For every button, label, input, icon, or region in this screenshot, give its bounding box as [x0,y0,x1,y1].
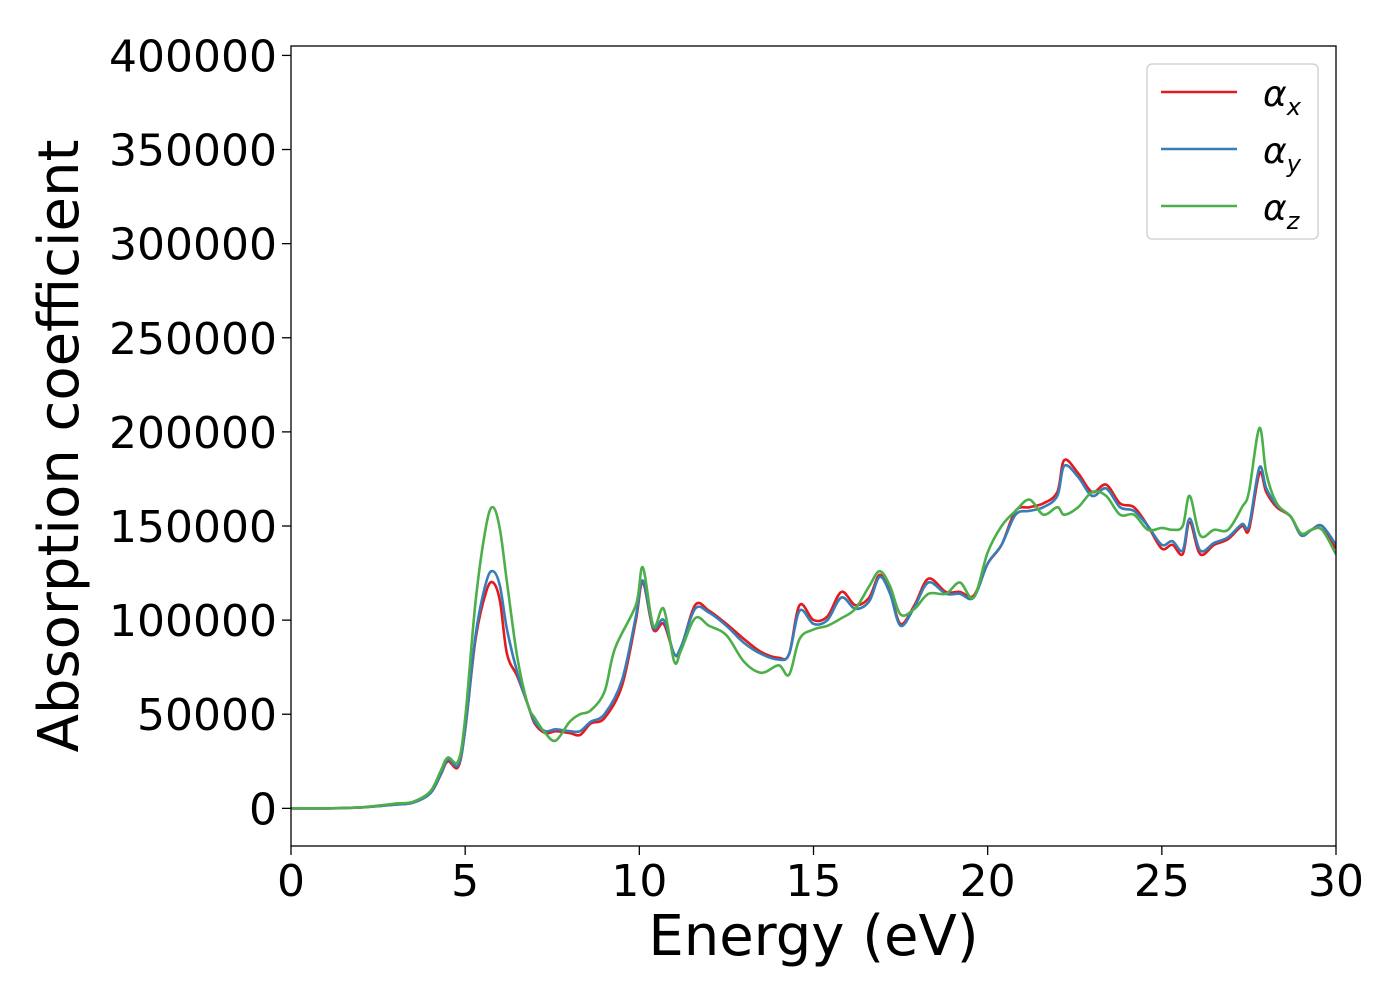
y-axis-ticks: 0 50000 100000 150000 200000 250000 300000 3500… [109,31,291,835]
x-tick-label: 20 [960,856,1016,907]
x-axis-ticks: 0 5 10 15 20 25 30 [277,846,1364,907]
y-tick-label: 50000 [137,690,277,741]
y-tick-label: 250000 [109,314,277,365]
x-axis-title: Energy (eV) [648,904,978,969]
legend-symbol: α [1263,74,1287,115]
x-tick-label: 25 [1134,856,1190,907]
legend-label-x: αx [1263,74,1302,121]
series-lines [291,426,1336,810]
y-tick-label: 400000 [109,31,277,82]
y-tick-label: 350000 [109,126,277,177]
x-tick-label: 5 [451,856,479,907]
y-tick-label: 150000 [109,502,277,553]
legend-box [1146,63,1319,240]
y-tick-label: 100000 [109,596,277,647]
x-tick-label: 15 [786,856,842,907]
x-tick-label: 0 [277,856,305,907]
legend-symbol: α [1263,131,1287,172]
x-tick-label: 30 [1308,856,1364,907]
legend-subscript: z [1286,207,1301,235]
legend-subscript: y [1286,150,1302,178]
y-tick-label: 0 [249,784,277,835]
y-tick-label: 200000 [109,408,277,459]
x-tick-label: 10 [611,856,667,907]
series-line-x [291,458,1336,810]
legend-label-y: αy [1263,131,1302,178]
series-line-z [291,426,1336,810]
series-line-y [291,463,1336,810]
y-tick-label: 300000 [109,220,277,271]
legend-symbol: α [1263,188,1287,229]
y-axis-title: Absorption coefficient [27,140,92,753]
legend-subscript: x [1286,93,1302,121]
legend-label-z: αz [1263,188,1301,235]
